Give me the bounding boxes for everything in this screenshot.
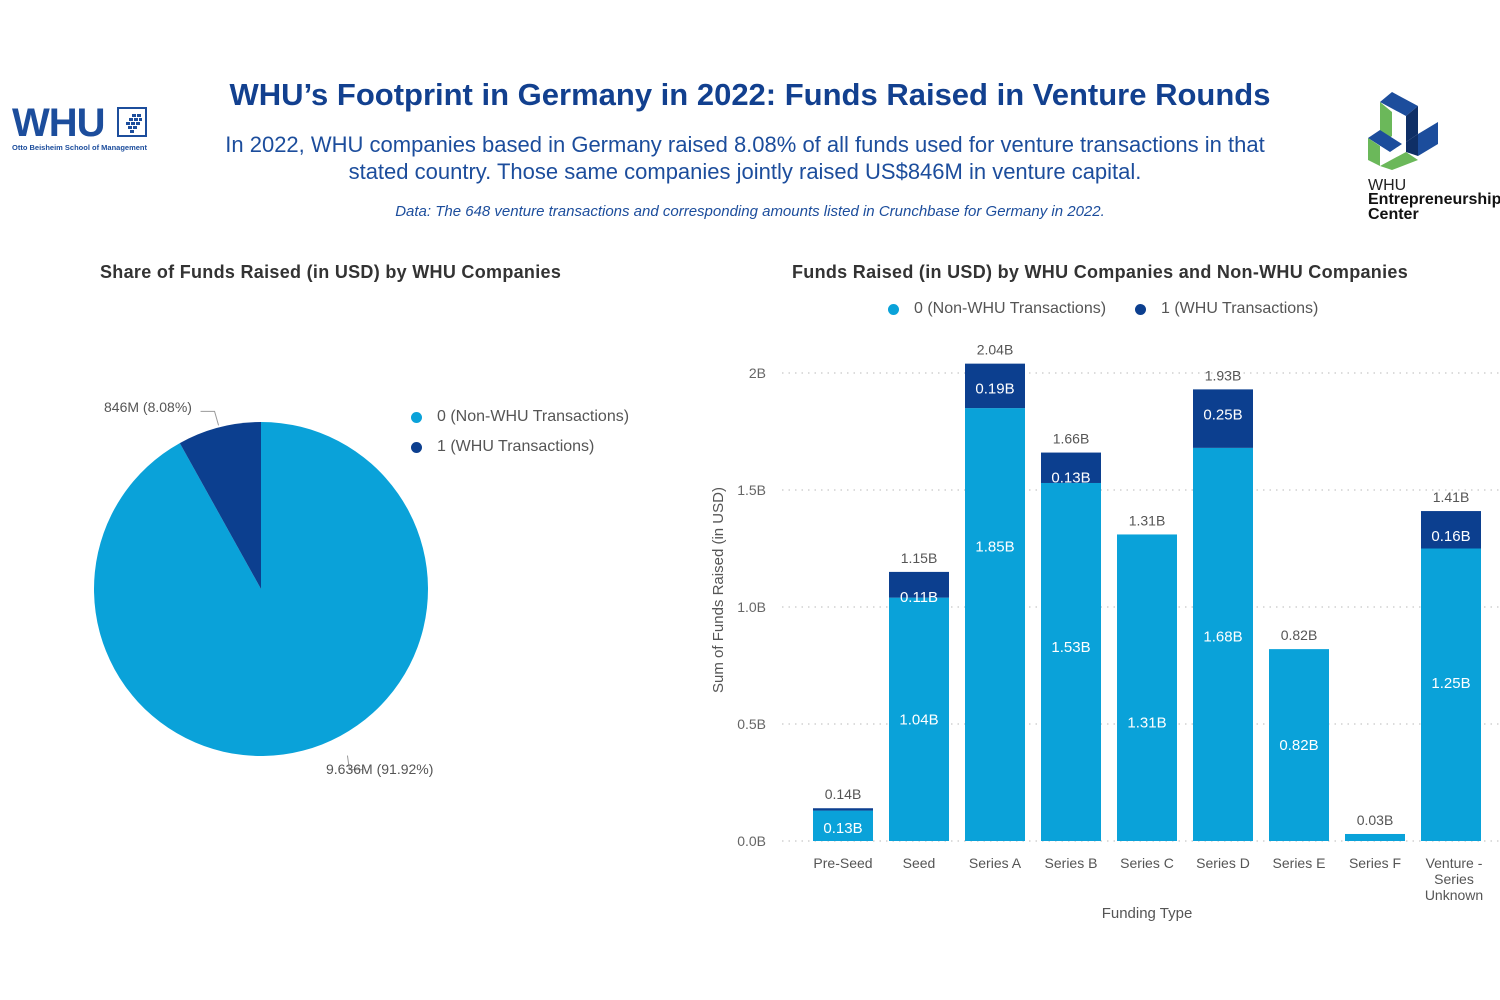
bar-data-label-non-whu: 1.25B [1431, 675, 1470, 692]
pie-legend-item-non-whu[interactable]: 0 (Non-WHU Transactions) [411, 408, 629, 426]
bar-total-label: 1.31B [1129, 512, 1166, 528]
legend-label: 0 (Non-WHU Transactions) [914, 300, 1107, 317]
bar-segment-whu[interactable] [1193, 389, 1253, 448]
page-title: WHU’s Footprint in Germany in 2022: Fund… [229, 77, 1271, 112]
ec-logo-line2: Entrepreneurship [1368, 191, 1500, 208]
bar-total-label: 0.82B [1281, 627, 1318, 643]
bar-data-label-non-whu: 1.31B [1127, 715, 1166, 732]
bar-total-label: 1.41B [1433, 489, 1470, 505]
bar-data-label-whu: 0.25B [1203, 406, 1242, 423]
bar-data-label-non-whu: 1.53B [1051, 639, 1090, 656]
legend-dot-non-whu [411, 411, 422, 423]
legend-dot-whu [411, 441, 422, 453]
bar-group: 1.68B 0.25B 1.93B [1193, 367, 1253, 841]
pie-leader-line-non-whu [346, 755, 364, 771]
bar-legend-item-whu[interactable]: 1 (WHU Transactions) [1135, 300, 1318, 318]
whu-emblem-icon [117, 107, 147, 137]
whu-logo-subtitle: Otto Beisheim School of Management [12, 143, 148, 152]
legend-dot-non-whu [888, 303, 899, 315]
bar-data-label-non-whu: 1.04B [899, 711, 938, 728]
whu-logo: WHU Otto Beisheim School of Management [12, 102, 162, 158]
bar-segment-non-whu[interactable] [813, 810, 873, 841]
x-axis-label: Funding Type [1102, 905, 1193, 922]
data-source-note: Data: The 648 venture transactions and c… [395, 203, 1105, 220]
bar-group: 0.03B [1345, 812, 1405, 841]
pie-chart: 846M (8.08%) 9.636M (91.92%) [94, 399, 433, 777]
bar-segment-non-whu[interactable] [965, 408, 1025, 841]
y-tick-label: 1.0B [737, 599, 766, 615]
bar-segment-whu[interactable] [1421, 511, 1481, 549]
bar-data-label-non-whu: 0.82B [1279, 737, 1318, 754]
pie-data-label-whu: 846M (8.08%) [104, 399, 192, 415]
x-tick-label: Venture -Series Unknown [1425, 855, 1483, 903]
bar-data-label-non-whu: 1.68B [1203, 628, 1242, 645]
bar-group: 1.04B 0.11B 1.15B [889, 550, 949, 841]
pie-leader-line-whu [200, 410, 220, 426]
subtitle-line-1: In 2022, WHU companies based in Germany … [225, 132, 1265, 157]
y-tick-label: 2B [749, 365, 766, 381]
bar-data-label-whu: 0.19B [975, 381, 1014, 398]
x-tick-label: Series F [1349, 855, 1401, 871]
x-tick-label: Series B [1045, 855, 1098, 871]
x-tick-label: Series E [1273, 855, 1326, 871]
bar-total-label: 0.03B [1357, 812, 1394, 828]
pie-chart-title: Share of Funds Raised (in USD) by WHU Co… [100, 262, 562, 282]
bar-data-label-whu: 0.11B [900, 589, 938, 606]
x-tick-label: Seed [903, 855, 936, 871]
bar-total-label: 1.66B [1053, 431, 1090, 447]
bar-segment-non-whu[interactable] [889, 597, 949, 841]
subtitle-line-2: stated country. Those same companies joi… [348, 159, 1142, 184]
bar-segment-non-whu[interactable] [1041, 482, 1101, 841]
bar-group: 1.53B 0.13B 1.66B [1041, 431, 1101, 841]
legend-label: 0 (Non-WHU Transactions) [437, 408, 630, 425]
bar-total-label: 2.04B [977, 342, 1014, 358]
bar-data-label-non-whu: 0.13B [823, 820, 862, 837]
bar-group: 0.13B 0.14B [813, 786, 873, 841]
legend-label: 1 (WHU Transactions) [1161, 300, 1319, 317]
whu-logo-wordmark: WHU [12, 101, 106, 145]
pie-slice-whu[interactable] [179, 422, 261, 589]
bar-segment-whu[interactable] [965, 363, 1025, 409]
bar-total-label: 0.14B [825, 786, 862, 802]
x-tick-label: Series A [969, 855, 1022, 871]
bar-segment-non-whu[interactable] [1193, 447, 1253, 841]
pie-legend-item-whu[interactable]: 1 (WHU Transactions) [411, 438, 594, 456]
x-tick-label: Pre-Seed [813, 855, 872, 871]
bar-segment-non-whu[interactable] [1269, 649, 1329, 841]
legend-label: 1 (WHU Transactions) [437, 438, 595, 455]
ec-logo-line3: Center [1368, 206, 1419, 223]
bar-data-label-non-whu: 1.85B [975, 539, 1014, 556]
y-axis-label: Sum of Funds Raised (in USD) [710, 487, 727, 693]
bar-data-label-whu: 0.16B [1431, 528, 1470, 545]
bar-group: 1.85B 0.19B 2.04B [965, 342, 1025, 841]
bar-segment-non-whu[interactable] [1345, 833, 1405, 841]
bar-segment-non-whu[interactable] [1421, 548, 1481, 842]
legend-dot-whu [1135, 303, 1146, 315]
bar-group: 1.31B 1.31B [1117, 512, 1177, 841]
x-tick-label: Series C [1120, 855, 1174, 871]
bar-segment-whu[interactable] [813, 808, 873, 811]
bar-segment-non-whu[interactable] [1117, 534, 1177, 841]
bar-total-label: 1.93B [1205, 367, 1242, 383]
pie-data-label-non-whu: 9.636M (91.92%) [326, 761, 433, 777]
y-tick-label: 0.0B [737, 833, 766, 849]
bar-legend-item-non-whu[interactable]: 0 (Non-WHU Transactions) [888, 300, 1106, 318]
ec-logo-line1: WHU [1368, 177, 1407, 194]
bar-chart-title: Funds Raised (in USD) by WHU Companies a… [792, 262, 1409, 282]
y-tick-label: 1.5B [737, 482, 766, 498]
page-subtitle: In 2022, WHU companies based in Germany … [200, 131, 1290, 185]
bar-group: 0.82B 0.82B [1269, 627, 1329, 841]
bar-data-label-whu: 0.13B [1051, 470, 1090, 487]
bar-total-label: 1.15B [901, 550, 938, 566]
bar-segment-whu[interactable] [1041, 452, 1101, 483]
entrepreneurship-center-logo: WHU Entrepreneurship Center [1366, 90, 1500, 230]
x-tick-label: Series D [1196, 855, 1250, 871]
bar-group: 1.25B 0.16B 1.41B [1421, 489, 1481, 841]
bar-segment-whu[interactable] [889, 571, 949, 598]
y-tick-label: 0.5B [737, 716, 766, 732]
triangle-cube-icon [1368, 92, 1438, 170]
